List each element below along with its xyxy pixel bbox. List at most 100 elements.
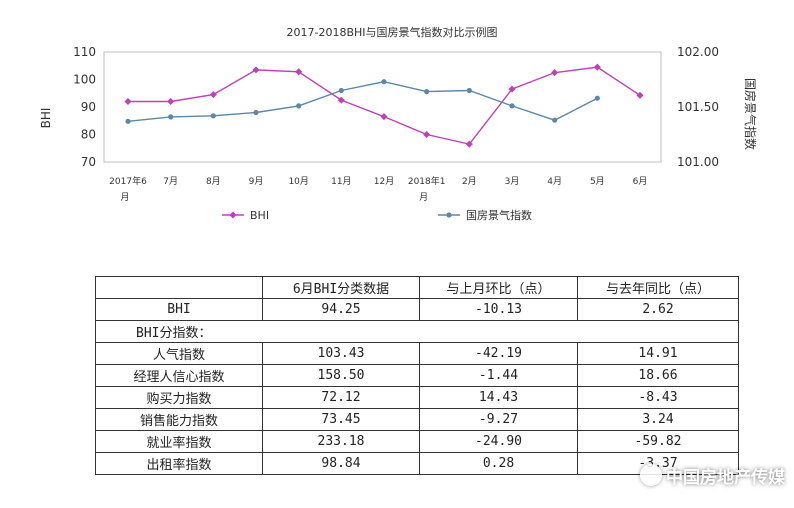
y-left-tick-label: 70 xyxy=(81,155,96,169)
table-cell: -24.90 xyxy=(419,430,578,453)
series-2-point xyxy=(594,95,600,101)
series-1-point xyxy=(636,91,644,99)
table-row-label: 人气指数 xyxy=(95,342,263,365)
x-tick-label: 2018年1 月 xyxy=(408,175,446,203)
series-1-point xyxy=(551,69,559,77)
x-tick-label: 10月 xyxy=(288,176,308,187)
table-row-label: 经理人信心指数 xyxy=(95,364,263,387)
y-axis-left-label: BHI xyxy=(39,108,53,129)
legend-marker-2 xyxy=(446,212,452,218)
table-cell: 3.24 xyxy=(577,408,739,431)
table-cell: 18.66 xyxy=(577,364,739,387)
table-cell: -10.13 xyxy=(419,298,578,321)
x-tick-label: 5月 xyxy=(590,176,605,187)
series-2-point xyxy=(552,117,558,123)
series-2-point xyxy=(210,113,216,119)
series-1-point xyxy=(337,96,345,104)
series-1-point xyxy=(508,85,516,93)
table-cell: 2.62 xyxy=(577,298,739,321)
series-2-point xyxy=(296,103,302,109)
series-2-point xyxy=(424,89,430,95)
y-left-tick-label: 90 xyxy=(81,100,96,114)
chart-legend: BHI 国房景气指数 xyxy=(222,208,532,222)
series-2-point xyxy=(125,118,131,124)
table-cell: 94.25 xyxy=(262,298,420,321)
y-left-tick-label: 80 xyxy=(81,128,96,142)
watermark-logo-icon xyxy=(640,464,662,486)
series-line-2 xyxy=(127,80,598,122)
table-cell: 158.50 xyxy=(262,364,420,387)
table-cell: 103.43 xyxy=(262,342,420,365)
chart-title: 2017-2018BHI与国房景气指数对比示例图 xyxy=(286,25,497,39)
table-row-label: 就业率指数 xyxy=(95,430,263,453)
series-1-point xyxy=(124,97,132,106)
table-row-label: BHI xyxy=(95,298,263,321)
table-row: BHI 94.25 -10.13 2.62 xyxy=(95,298,739,321)
table-cell: 98.84 xyxy=(262,452,420,475)
table-cell: 72.12 xyxy=(262,386,420,409)
table-row: 就业率指数 233.18 -24.90 -59.82 xyxy=(95,430,739,453)
x-tick-label: 11月 xyxy=(331,176,351,187)
series-1-point xyxy=(295,68,303,76)
table-row-label: 出租率指数 xyxy=(95,452,263,475)
table-cell: -3.37 xyxy=(577,452,739,475)
table-row: 出租率指数 98.84 0.28 -3.37 xyxy=(95,452,739,475)
table-header-cell: 与上月环比（点） xyxy=(419,276,578,299)
table-row: BHI分指数： xyxy=(95,320,739,343)
series-1-point xyxy=(167,97,175,106)
x-tick-label: 9月 xyxy=(249,176,264,187)
table-cell: 0.28 xyxy=(419,452,578,475)
watermark: 中国房地产传媒 xyxy=(640,460,790,490)
series-2-point xyxy=(509,103,515,109)
x-tick-label: 12月 xyxy=(374,176,394,187)
table-cell: -59.82 xyxy=(577,430,739,453)
bhi-data-table: 6月BHI分类数据 与上月环比（点） 与去年同比（点） BHI 94.25 -10.13 2… xyxy=(95,276,739,475)
y-left-tick-label: 100 xyxy=(73,73,96,87)
table-row-label: 销售能力指数 xyxy=(95,408,263,431)
series-2-point xyxy=(253,109,259,116)
watermark-text: 中国房地产传媒 xyxy=(666,467,785,488)
series-2-point xyxy=(466,87,472,94)
comparison-line-chart: 2017-2018BHI与国房景气指数对比示例图 70 80 90 100 110 10… xyxy=(39,25,758,222)
series-1-point xyxy=(252,66,260,74)
legend-label-2: 国房景气指数 xyxy=(466,208,532,222)
table-row: 经理人信心指数 158.50 -1.44 18.66 xyxy=(95,364,739,387)
table-cell: -1.44 xyxy=(419,364,578,387)
table-header-cell: 与去年同比（点） xyxy=(577,276,739,299)
table-cell: 73.45 xyxy=(262,408,420,431)
y-right-tick-label: 101.50 xyxy=(677,100,719,114)
table-row: 购买力指数 72.12 14.43 -8.43 xyxy=(95,386,739,409)
x-tick-label: 2月 xyxy=(462,176,477,187)
series-1-point xyxy=(465,140,473,148)
y-right-tick-label: 101.00 xyxy=(677,155,719,169)
table-header-cell xyxy=(95,276,263,299)
legend-marker-1 xyxy=(229,211,237,219)
table-row: 人气指数 103.43 -42.19 14.91 xyxy=(95,342,739,365)
series-1-point xyxy=(593,63,601,71)
series-1-point xyxy=(380,113,388,121)
table-cell: 14.91 xyxy=(577,342,739,365)
table-cell: 233.18 xyxy=(262,430,420,453)
table-header-row: 6月BHI分类数据 与上月环比（点） 与去年同比（点） xyxy=(95,276,739,299)
table-cell: -8.43 xyxy=(577,386,739,409)
table-cell: -42.19 xyxy=(419,342,578,365)
x-tick-label: 6月 xyxy=(633,176,648,187)
x-tick-label: 3月 xyxy=(505,176,520,187)
series-2-point xyxy=(338,87,344,94)
series-2-point xyxy=(168,114,174,120)
legend-label-1: BHI xyxy=(250,209,269,222)
y-left-tick-label: 110 xyxy=(73,45,96,59)
x-tick-label: 2017年6 月 xyxy=(109,175,147,203)
table-header-cell: 6月BHI分类数据 xyxy=(262,276,420,299)
plot-area xyxy=(103,51,662,163)
table-cell: -9.27 xyxy=(419,408,578,431)
table-section-label: BHI分指数： xyxy=(95,320,739,343)
series-2-point xyxy=(381,79,387,85)
table-row: 销售能力指数 73.45 -9.27 3.24 xyxy=(95,408,739,431)
y-axis-right-label: 国房景气指数 xyxy=(743,78,758,150)
table-cell: 14.43 xyxy=(419,386,578,409)
x-tick-label: 7月 xyxy=(163,176,178,187)
series-1-point xyxy=(423,130,431,139)
series-1-point xyxy=(209,91,217,99)
y-right-tick-label: 102.00 xyxy=(677,45,719,59)
